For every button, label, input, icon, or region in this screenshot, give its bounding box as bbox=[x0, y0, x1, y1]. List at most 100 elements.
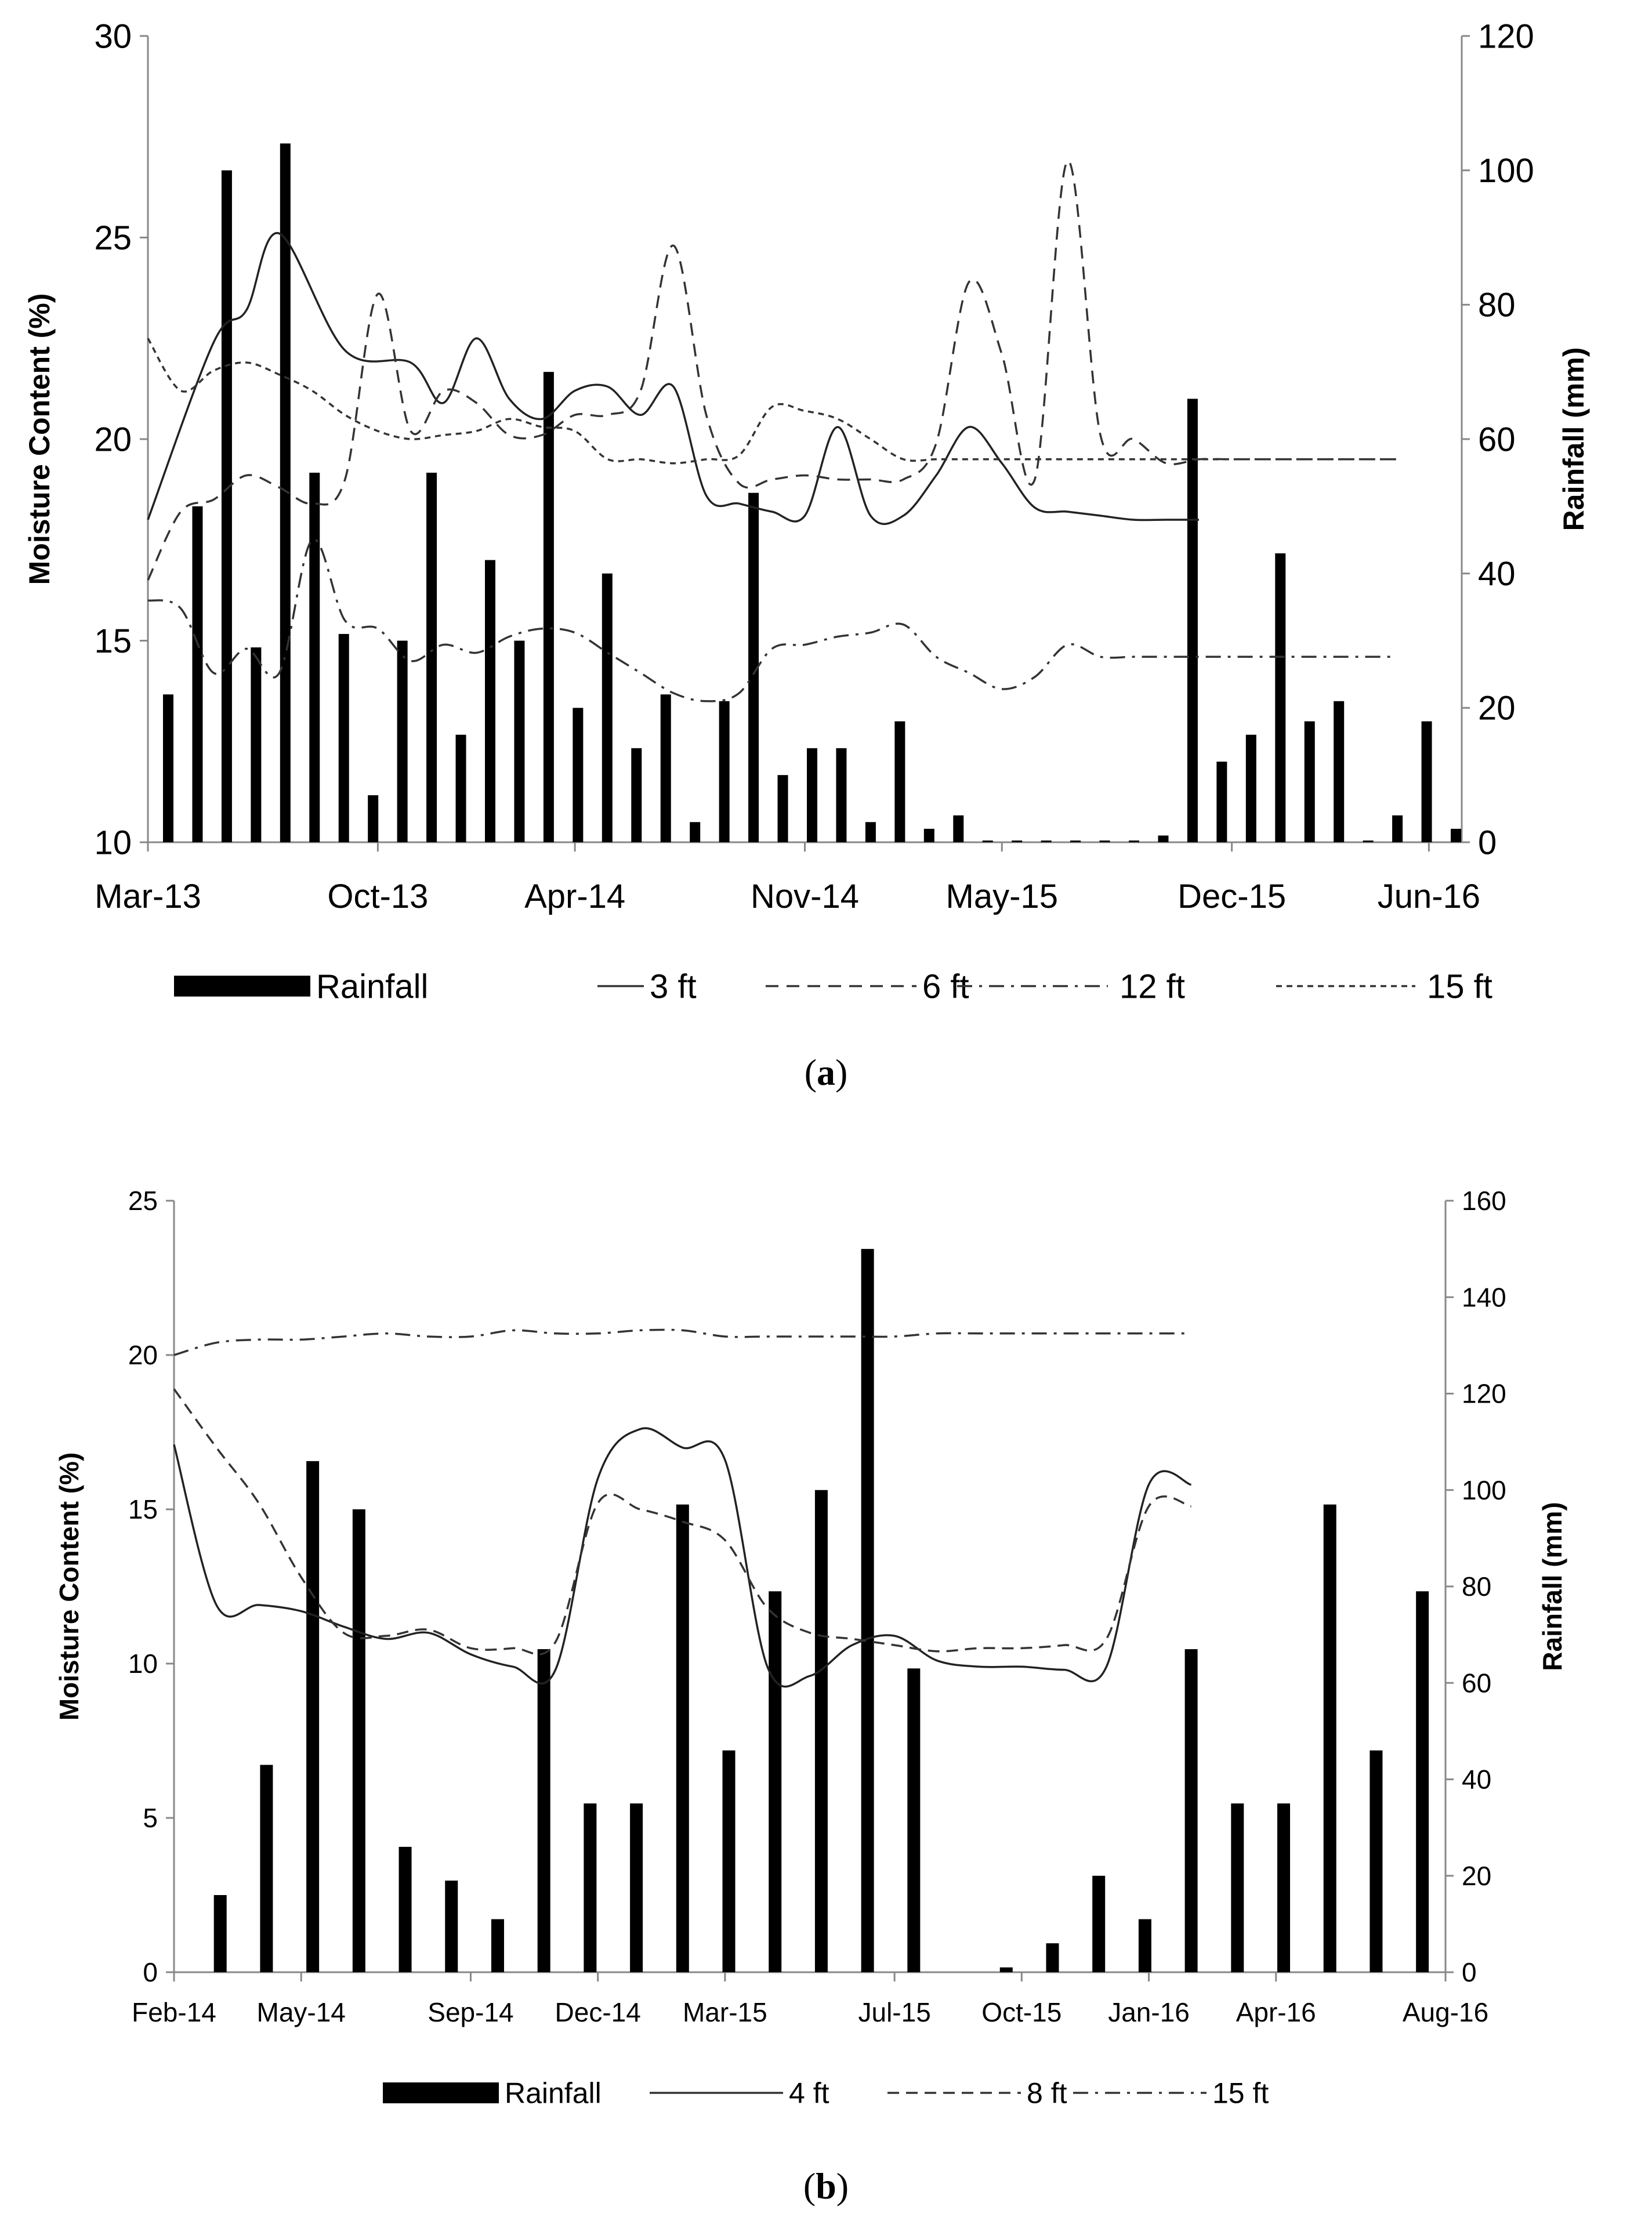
x-tick-label: Jul-15 bbox=[858, 1997, 930, 2027]
y-tick-label: 25 bbox=[94, 219, 132, 257]
x-tick-label: Nov-14 bbox=[751, 878, 859, 915]
rainfall-bar bbox=[397, 640, 408, 842]
rainfall-bar bbox=[630, 1803, 643, 1972]
x-tick-label: May-15 bbox=[946, 878, 1058, 915]
y2-tick-label: 60 bbox=[1478, 421, 1516, 458]
rainfall-bar bbox=[865, 822, 876, 842]
y2-axis-title: Rainfall (mm) bbox=[1557, 347, 1590, 531]
rainfall-bar bbox=[338, 633, 349, 842]
rainfall-bar bbox=[1184, 1649, 1198, 1972]
rainfall-bar bbox=[398, 1846, 412, 1972]
legend-label: 12 ft bbox=[1120, 968, 1185, 1005]
rainfall-bar bbox=[777, 775, 788, 842]
rainfall-bar bbox=[426, 472, 437, 842]
legend-label: Rainfall bbox=[316, 968, 428, 1005]
rainfall-bar bbox=[368, 795, 379, 842]
legend-label: 8 ft bbox=[1027, 2077, 1067, 2110]
rainfall-bar bbox=[1304, 721, 1315, 842]
rainfall-bar bbox=[690, 822, 701, 842]
y2-axis-title: Rainfall (mm) bbox=[1537, 1502, 1567, 1671]
rainfall-bar bbox=[907, 1668, 921, 1972]
legend-swatch-rainfall bbox=[383, 2082, 499, 2103]
rainfall-bar bbox=[445, 1881, 458, 1972]
x-tick-label: Aug-16 bbox=[1403, 1997, 1488, 2027]
rainfall-bar bbox=[836, 748, 847, 842]
rainfall-bar bbox=[251, 647, 262, 842]
y2-tick-label: 120 bbox=[1478, 17, 1534, 55]
x-tick-label: May-14 bbox=[257, 1997, 346, 2027]
x-tick-label: Sep-14 bbox=[428, 1997, 513, 2027]
y2-tick-label: 100 bbox=[1462, 1475, 1506, 1505]
rainfall-bar bbox=[1392, 815, 1403, 842]
x-tick-label: Dec-14 bbox=[555, 1997, 641, 2027]
y-axis-title: Moisture Content (%) bbox=[54, 1452, 84, 1721]
rainfall-bar bbox=[1216, 762, 1227, 842]
rainfall-bar bbox=[1363, 841, 1374, 842]
rainfall-bar bbox=[309, 472, 320, 842]
y2-tick-label: 80 bbox=[1462, 1571, 1491, 1602]
y-tick-label: 10 bbox=[128, 1649, 158, 1679]
rainfall-bar bbox=[1158, 835, 1169, 842]
panel-caption: (b) bbox=[803, 2165, 849, 2207]
y2-tick-label: 80 bbox=[1478, 287, 1516, 324]
rainfall-bar bbox=[514, 640, 525, 842]
series-line-12-ft bbox=[147, 538, 1396, 702]
y-tick-label: 0 bbox=[143, 1957, 158, 1987]
rainfall-bar bbox=[1416, 1591, 1429, 1972]
rainfall-bar bbox=[1129, 841, 1139, 842]
rainfall-bar bbox=[769, 1591, 782, 1972]
rainfall-bar bbox=[221, 170, 232, 843]
rainfall-bar bbox=[584, 1803, 597, 1972]
y-tick-label: 15 bbox=[94, 622, 132, 660]
x-tick-label: Jan-16 bbox=[1108, 1997, 1190, 2027]
rainfall-bar bbox=[894, 721, 905, 842]
legend-label: 3 ft bbox=[650, 968, 697, 1005]
rainfall-bar bbox=[1334, 701, 1345, 842]
x-tick-label: Mar-15 bbox=[683, 1997, 767, 2027]
y2-tick-label: 120 bbox=[1462, 1379, 1506, 1409]
rainfall-bar bbox=[491, 1919, 504, 1972]
rainfall-bar bbox=[1451, 828, 1461, 842]
rainfall-bar bbox=[676, 1504, 689, 1972]
y2-tick-label: 20 bbox=[1462, 1861, 1491, 1891]
rainfall-bar bbox=[861, 1249, 874, 1972]
y2-tick-label: 20 bbox=[1478, 690, 1516, 727]
rainfall-bar bbox=[999, 1967, 1013, 1972]
y-tick-label: 20 bbox=[94, 421, 132, 458]
rainfall-bar bbox=[163, 694, 173, 842]
rainfall-bar bbox=[1231, 1803, 1244, 1972]
y2-tick-label: 40 bbox=[1478, 555, 1516, 593]
legend-swatch-rainfall bbox=[174, 976, 310, 997]
rainfall-bar bbox=[1046, 1943, 1059, 1972]
caption-paren-open: ( bbox=[803, 2165, 816, 2207]
rainfall-bar bbox=[192, 506, 203, 842]
caption-paren-open: ( bbox=[805, 1052, 817, 1093]
y2-tick-label: 140 bbox=[1462, 1282, 1506, 1312]
caption-paren-close: ) bbox=[835, 1052, 847, 1093]
caption-letter: a bbox=[817, 1052, 835, 1093]
series-line-15-ft bbox=[173, 1328, 1191, 1356]
rainfall-bar bbox=[213, 1895, 227, 1972]
rainfall-bar bbox=[1138, 1919, 1151, 1972]
rainfall-bar bbox=[1187, 399, 1198, 842]
panel-a-chart: 10 15 20 25 30 0 20 40 60 80 100 120 Mar-13 Oct-13 Apr… bbox=[23, 17, 1590, 1093]
panel-b-chart: 0 5 10 15 20 25 0 20 40 60 80 100 120 140 160 Feb-14 May… bbox=[54, 1186, 1567, 2207]
rainfall-bar bbox=[722, 1750, 736, 1972]
rainfall-bar bbox=[537, 1649, 550, 1972]
caption-paren-close: ) bbox=[836, 2165, 849, 2207]
x-tick-label: Oct-15 bbox=[981, 1997, 1062, 2027]
rainfall-bar bbox=[260, 1765, 273, 1972]
rainfall-bar bbox=[352, 1509, 365, 1972]
rainfall-bar bbox=[1421, 721, 1432, 842]
y-axis-title: Moisture Content (%) bbox=[23, 294, 56, 585]
legend-label: 15 ft bbox=[1427, 968, 1492, 1005]
rainfall-bar bbox=[923, 828, 934, 842]
rainfall-bar bbox=[306, 1461, 320, 1972]
rainfall-bar bbox=[1323, 1504, 1336, 1972]
y-tick-label: 10 bbox=[94, 824, 132, 861]
x-tick-label: Jun-16 bbox=[1378, 878, 1480, 915]
y2-tick-label: 100 bbox=[1478, 152, 1534, 190]
y2-tick-label: 0 bbox=[1462, 1957, 1477, 1987]
x-tick-label: Oct-13 bbox=[327, 878, 428, 915]
